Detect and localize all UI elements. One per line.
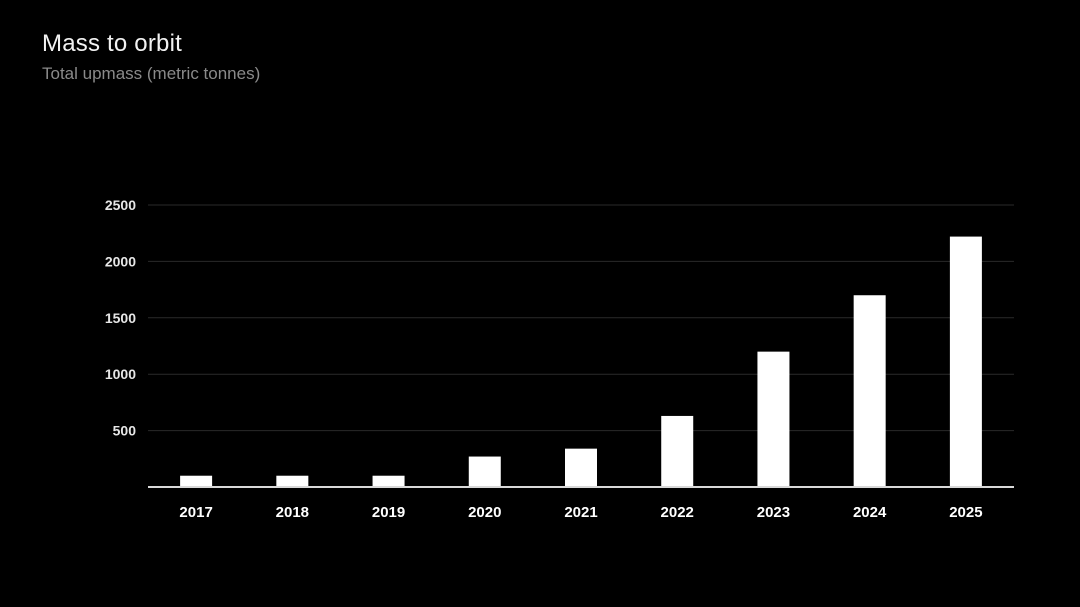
- bar-2018: [276, 475, 309, 487]
- bar-2021: [565, 448, 597, 487]
- x-tick-label: 2023: [757, 504, 790, 521]
- bar-2020: [468, 456, 501, 487]
- y-tick-label: 2000: [105, 253, 136, 269]
- bar-2025: [949, 236, 982, 487]
- bar-2023: [757, 351, 790, 487]
- x-tick-label: 2025: [949, 504, 982, 521]
- y-tick-label: 2500: [105, 197, 136, 213]
- x-tick-label: 2022: [661, 504, 694, 521]
- y-tick-label: 1000: [105, 366, 136, 382]
- x-tick-label: 2018: [276, 504, 309, 521]
- chart-title: Mass to orbit: [42, 30, 182, 57]
- x-tick-label: 2019: [372, 504, 405, 521]
- x-tick-label: 2021: [564, 504, 597, 521]
- bar-2022: [661, 415, 694, 487]
- y-tick-label: 500: [113, 423, 137, 439]
- bar-2024: [853, 295, 886, 487]
- chart-subtitle: Total upmass (metric tonnes): [42, 64, 261, 83]
- x-tick-label: 2017: [179, 504, 212, 521]
- bar-2019: [372, 475, 405, 487]
- x-tick-label: 2024: [853, 504, 887, 521]
- bar-2017: [180, 475, 213, 487]
- x-tick-label: 2020: [468, 504, 501, 521]
- y-tick-label: 1500: [105, 310, 136, 326]
